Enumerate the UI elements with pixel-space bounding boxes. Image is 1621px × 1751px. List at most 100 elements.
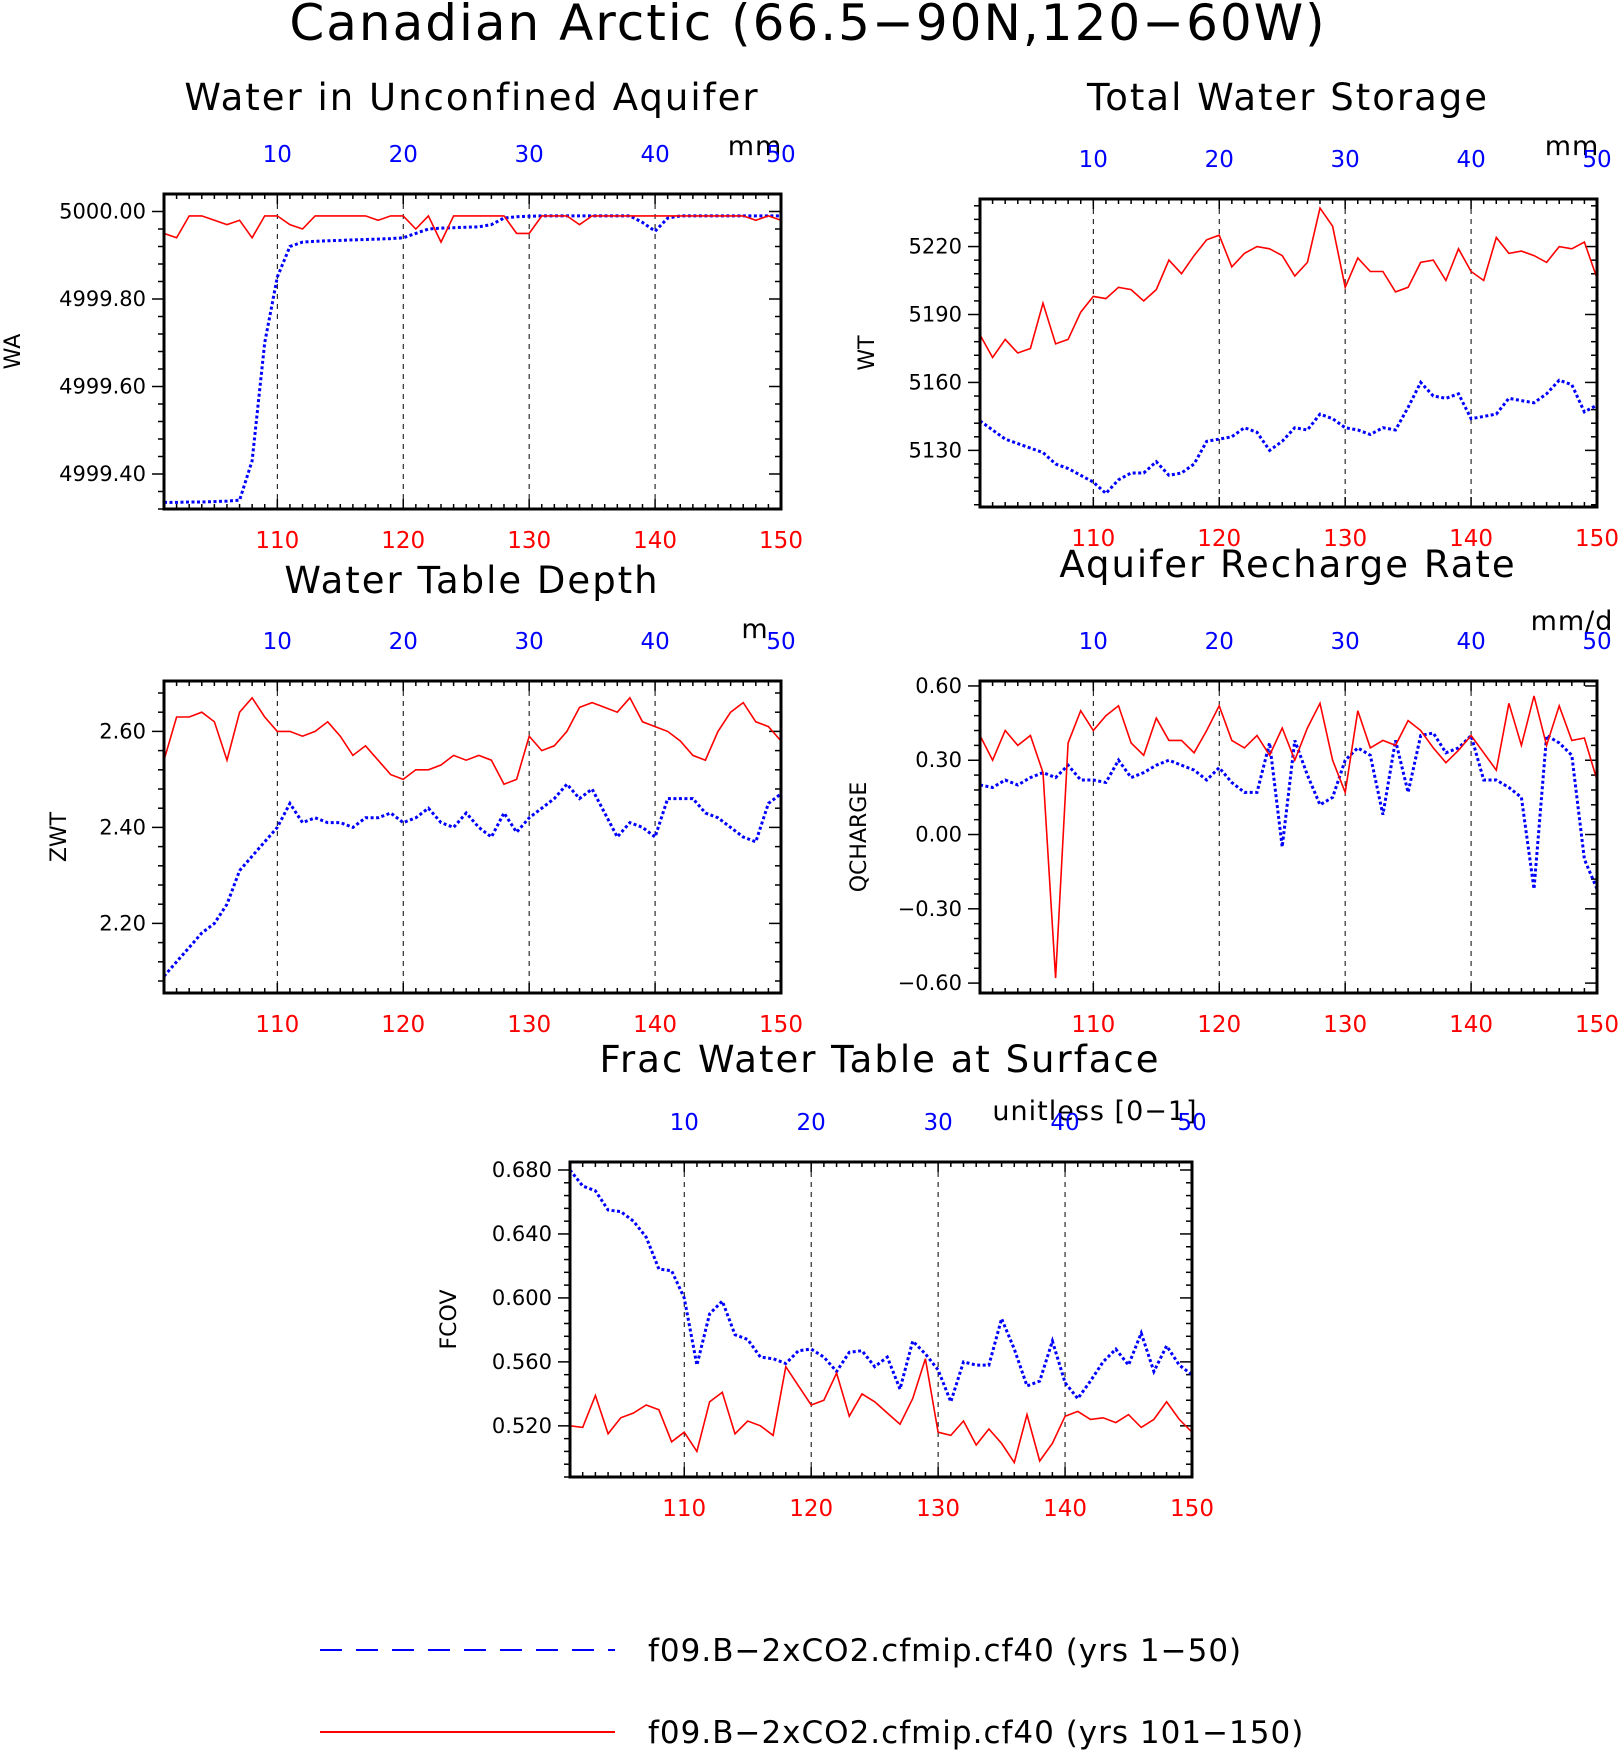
y-tick-label: 5190 xyxy=(909,303,962,327)
y-axis-label: WT xyxy=(855,335,880,371)
chart-panel-2: Total Water Storage mm WT 5130 5160 5190 5220 1… xyxy=(855,76,1619,552)
x-tick-label-bottom: 150 xyxy=(759,528,803,554)
legend-label-yrs-101-150: f09.B−2xCO2.cfmip.cf40 (yrs 101−150) xyxy=(648,1715,1304,1751)
x-tick-label-bottom: 110 xyxy=(1071,526,1115,552)
y-tick-label: 0.30 xyxy=(915,748,962,772)
x-tick-label-top: 30 xyxy=(1331,147,1360,173)
plot-frame xyxy=(978,679,1599,995)
y-tick-label: 0.00 xyxy=(915,823,962,847)
x-tick-label-bottom: 150 xyxy=(1575,1012,1619,1038)
x-tick-label-top: 40 xyxy=(1050,1110,1079,1136)
series-line-yrs-1-50 xyxy=(980,378,1597,496)
series-line-yrs-1-50 xyxy=(164,214,781,504)
x-tick-label-bottom: 150 xyxy=(1575,526,1619,552)
y-axis-label: QCHARGE xyxy=(847,782,872,893)
chart-title: Aquifer Recharge Rate xyxy=(1059,543,1516,586)
x-tick-label-top: 30 xyxy=(515,629,544,655)
x-tick-label-bottom: 130 xyxy=(916,1496,960,1522)
chart-title: Water Table Depth xyxy=(284,559,659,602)
y-tick-label: 2.60 xyxy=(99,719,146,743)
panels: Water in Unconfined Aquifer mm WA 4999.40 49… xyxy=(1,76,1619,1522)
x-tick-label-bottom: 120 xyxy=(789,1496,833,1522)
x-tick-label-bottom: 110 xyxy=(255,1012,299,1038)
y-tick-label: 5000.00 xyxy=(59,200,146,224)
x-tick-label-top: 50 xyxy=(1582,147,1611,173)
plot-frame xyxy=(162,192,783,511)
x-tick-label-top: 50 xyxy=(766,629,795,655)
x-tick-label-bottom: 110 xyxy=(1071,1012,1115,1038)
y-tick-label: 4999.40 xyxy=(59,462,146,486)
y-tick-label: −0.60 xyxy=(898,971,962,995)
x-tick-label-top: 40 xyxy=(1456,629,1485,655)
y-tick-label: 5130 xyxy=(909,438,962,462)
x-tick-label-bottom: 110 xyxy=(255,528,299,554)
y-axis-label: ZWT xyxy=(47,811,72,862)
x-tick-label-top: 50 xyxy=(766,142,795,168)
x-tick-label-top: 40 xyxy=(1456,147,1485,173)
plot-frame xyxy=(568,1160,1194,1479)
x-tick-label-bottom: 120 xyxy=(1197,1012,1241,1038)
x-tick-label-top: 10 xyxy=(1079,629,1108,655)
series-line-yrs-101-150 xyxy=(164,696,781,786)
x-tick-label-bottom: 130 xyxy=(507,1012,551,1038)
x-tick-label-bottom: 130 xyxy=(1323,526,1367,552)
x-tick-label-bottom: 110 xyxy=(662,1496,706,1522)
series-line-yrs-1-50 xyxy=(570,1169,1192,1407)
units-label: unitless [0−1] xyxy=(992,1096,1197,1127)
chart-title: Total Water Storage xyxy=(1086,76,1489,119)
y-tick-label: 0.520 xyxy=(492,1414,552,1438)
y-tick-label: 0.680 xyxy=(492,1158,552,1182)
y-tick-label: −0.30 xyxy=(898,897,962,921)
x-tick-label-bottom: 140 xyxy=(1449,1012,1493,1038)
x-tick-label-top: 40 xyxy=(640,142,669,168)
y-tick-label: 4999.80 xyxy=(59,287,146,311)
x-tick-label-top: 20 xyxy=(389,629,418,655)
legend: f09.B−2xCO2.cfmip.cf40 (yrs 1−50) f09.B−… xyxy=(320,1633,1304,1751)
y-tick-label: 5160 xyxy=(909,370,962,394)
chart-panel-5: Frac Water Table at Surface unitless [0−1… xyxy=(437,1038,1214,1522)
legend-label-yrs-1-50: f09.B−2xCO2.cfmip.cf40 (yrs 1−50) xyxy=(648,1633,1242,1669)
units-label: mm/d xyxy=(1531,606,1614,637)
x-tick-label-top: 20 xyxy=(1205,629,1234,655)
x-tick-label-bottom: 130 xyxy=(1323,1012,1367,1038)
x-tick-label-top: 20 xyxy=(797,1110,826,1136)
x-tick-label-top: 20 xyxy=(389,142,418,168)
y-tick-label: 2.40 xyxy=(99,815,146,839)
series-line-yrs-101-150 xyxy=(980,206,1597,360)
x-tick-label-top: 10 xyxy=(263,142,292,168)
units-label: mm xyxy=(728,131,783,162)
x-tick-label-top: 10 xyxy=(263,629,292,655)
chart-panel-4: Aquifer Recharge Rate mm/d QCHARGE −0.60 −0.… xyxy=(847,543,1619,1038)
x-tick-label-bottom: 120 xyxy=(1197,526,1241,552)
y-tick-label: 4999.60 xyxy=(59,375,146,399)
x-tick-label-bottom: 140 xyxy=(633,528,677,554)
units-label: mm xyxy=(1545,131,1600,162)
y-tick-label: 0.640 xyxy=(492,1222,552,1246)
x-tick-label-bottom: 150 xyxy=(1170,1496,1214,1522)
y-tick-label: 5220 xyxy=(909,235,962,259)
plot-frame xyxy=(162,679,783,995)
series-line-yrs-1-50 xyxy=(980,731,1597,890)
y-axis-label: FCOV xyxy=(437,1290,462,1350)
x-tick-label-top: 10 xyxy=(1079,147,1108,173)
plot-frame xyxy=(978,197,1599,509)
x-tick-label-bottom: 140 xyxy=(1449,526,1493,552)
series-line-yrs-1-50 xyxy=(164,781,781,978)
series-line-yrs-101-150 xyxy=(570,1358,1192,1465)
x-tick-label-bottom: 120 xyxy=(381,1012,425,1038)
y-tick-label: 2.20 xyxy=(99,911,146,935)
x-tick-label-bottom: 140 xyxy=(633,1012,677,1038)
chart-panel-1: Water in Unconfined Aquifer mm WA 4999.40 49… xyxy=(1,76,803,554)
x-tick-label-top: 30 xyxy=(515,142,544,168)
chart-title: Water in Unconfined Aquifer xyxy=(184,76,759,119)
series-line-yrs-101-150 xyxy=(164,214,781,244)
y-tick-label: 0.60 xyxy=(915,674,962,698)
x-tick-label-bottom: 120 xyxy=(381,528,425,554)
x-tick-label-top: 50 xyxy=(1582,629,1611,655)
chart-title: Frac Water Table at Surface xyxy=(599,1038,1160,1081)
series-line-yrs-101-150 xyxy=(980,695,1597,979)
chart-panel-3: Water Table Depth m ZWT 2.20 2.40 2.60 110 120 1… xyxy=(47,559,803,1038)
x-tick-label-bottom: 130 xyxy=(507,528,551,554)
x-tick-label-top: 30 xyxy=(1331,629,1360,655)
